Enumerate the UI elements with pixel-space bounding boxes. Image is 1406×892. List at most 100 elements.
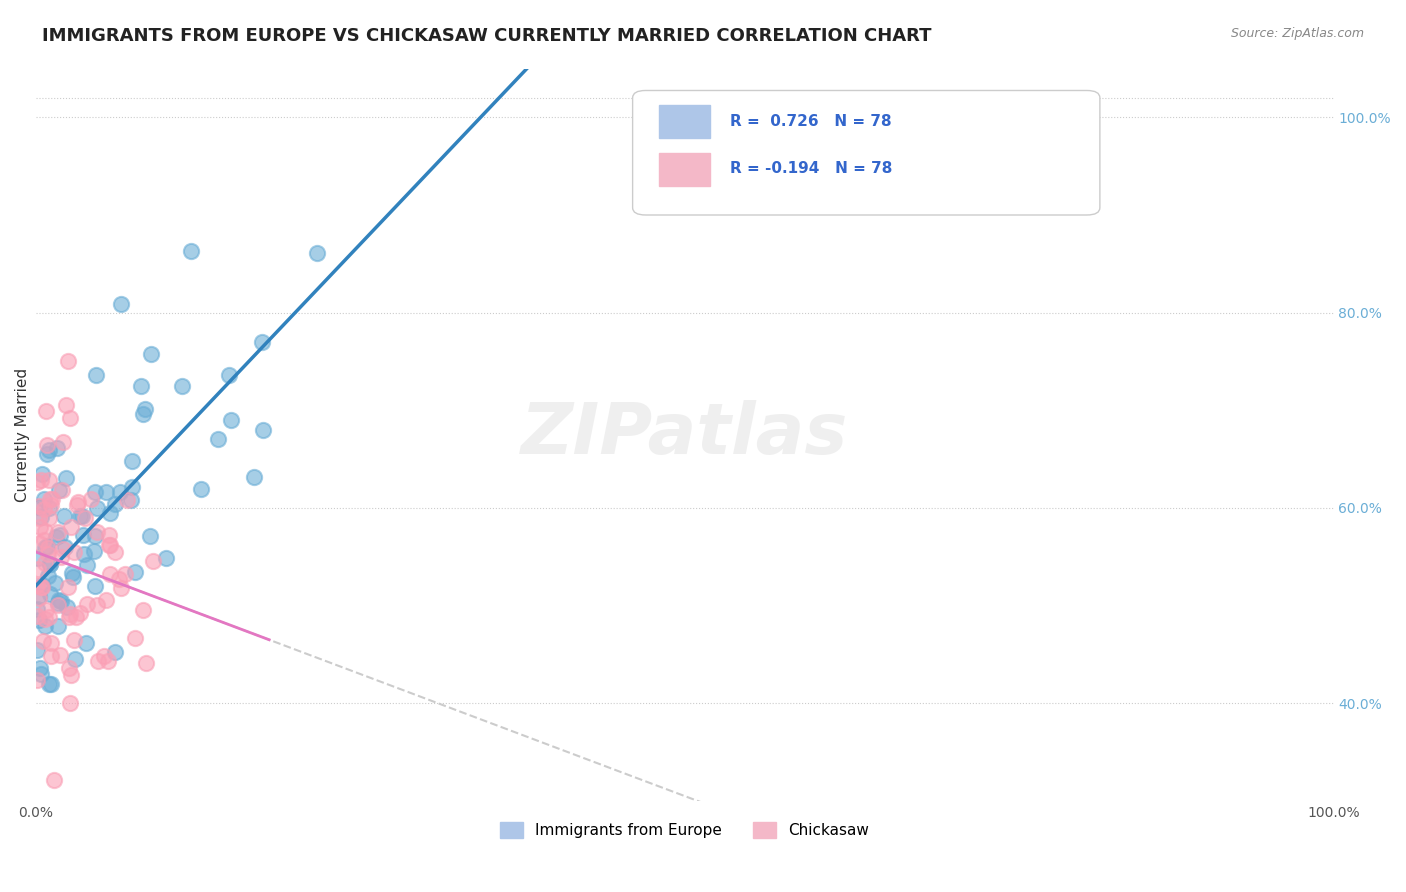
Point [305,245,328,260]
Point [69,606,91,620]
Point [110,485,132,500]
Point [83,544,105,558]
Point [76,558,98,572]
Point [62,570,84,584]
Point [170,379,193,393]
Point [121,480,143,494]
Point [25,475,48,489]
Legend: Immigrants from Europe, Chickasaw: Immigrants from Europe, Chickasaw [494,816,875,845]
Point [37,569,59,583]
Point [94,484,117,499]
Point [86,598,108,612]
Point [31,467,53,481]
Point [28,500,51,514]
Point [28,661,51,675]
Point [27,562,49,576]
Point [55,471,77,485]
Point [73,511,96,525]
Point [38,676,60,690]
Point [114,566,136,581]
Point [34,603,56,617]
Point [104,645,127,659]
Point [132,602,155,616]
Point [38,473,60,487]
Text: R = -0.194   N = 78: R = -0.194 N = 78 [730,161,893,177]
Text: IMMIGRANTS FROM EUROPE VS CHICKASAW CURRENTLY MARRIED CORRELATION CHART: IMMIGRANTS FROM EUROPE VS CHICKASAW CURR… [42,27,932,45]
Point [121,454,143,468]
Point [108,573,131,587]
Point [31,633,53,648]
Point [93,648,115,663]
Point [59,607,82,621]
Point [34,524,56,538]
Point [38,610,60,624]
Point [41,648,63,663]
Point [58,411,80,425]
Point [28,591,51,606]
Point [98,537,121,551]
Point [39,498,62,512]
Point [59,697,82,711]
Point [35,404,58,418]
Point [104,544,127,558]
Point [59,668,82,682]
Point [98,528,121,542]
Point [39,676,62,690]
Point [35,539,58,553]
FancyBboxPatch shape [633,90,1099,215]
Point [37,547,59,561]
Point [243,470,266,484]
Point [129,379,152,393]
Point [38,500,60,515]
Point [30,667,52,681]
Point [27,500,49,514]
Point [87,654,110,668]
Point [46,525,69,540]
Point [98,506,121,520]
Point [84,484,107,499]
Point [97,654,120,668]
Point [141,347,163,361]
Point [46,596,69,610]
Point [252,334,274,349]
Point [190,482,212,496]
Point [62,544,84,558]
Point [56,580,79,594]
Point [28,536,51,550]
Point [86,524,108,539]
Point [46,598,69,612]
Point [37,541,59,555]
Point [39,492,62,507]
Point [219,412,242,426]
Point [31,580,53,594]
Point [66,498,89,512]
Point [135,657,157,671]
Point [25,673,48,687]
Point [38,443,60,458]
Point [41,636,63,650]
Point [124,631,146,645]
Point [30,473,52,487]
Point [28,511,51,525]
Point [66,495,89,509]
Point [115,492,138,507]
Point [35,447,58,461]
Point [39,557,62,571]
Point [52,542,75,557]
Point [142,554,165,568]
Point [72,509,94,524]
Point [59,519,82,533]
Point [110,296,132,310]
Point [31,577,53,591]
Point [180,244,202,258]
Text: ZIPatlas: ZIPatlas [520,401,848,469]
Point [58,661,80,675]
Point [25,601,48,615]
Point [30,510,52,524]
Point [110,581,132,595]
Point [28,590,51,604]
Point [76,597,98,611]
Point [139,529,162,543]
Point [80,491,103,506]
Text: Source: ZipAtlas.com: Source: ZipAtlas.com [1230,27,1364,40]
